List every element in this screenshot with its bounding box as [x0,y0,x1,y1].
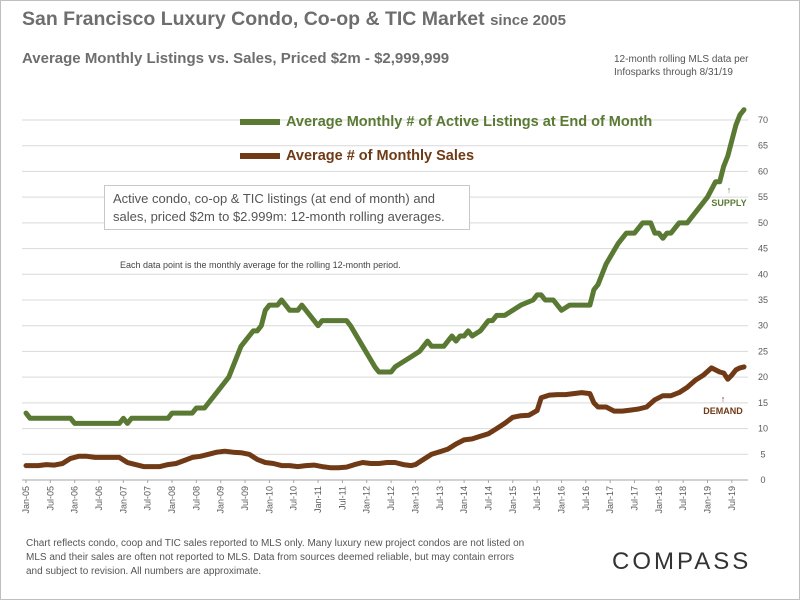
source-line-1: 12-month rolling MLS data per [614,54,749,65]
footer-line-2: MLS and their sales are often not report… [26,552,515,563]
x-tick-label: Jan-17 [605,486,615,514]
chart-title-main: San Francisco Luxury Condo, Co-op & TIC … [22,8,485,30]
y-tick-label: 50 [758,218,768,228]
chart-title: San Francisco Luxury Condo, Co-op & TIC … [22,8,566,31]
x-tick-label: Jan-15 [508,486,518,514]
x-tick-label: Jul-15 [532,486,542,511]
x-tick-label: Jul-14 [483,486,493,511]
x-tick-label: Jul-19 [727,486,737,511]
x-tick-label: Jul-07 [143,486,153,511]
legend-swatch-listings [240,119,280,125]
x-tick-label: Jul-16 [581,486,591,511]
footer-disclaimer: Chart reflects condo, coop and TIC sales… [26,537,586,579]
y-tick-label: 55 [758,192,768,202]
legend-item-sales: Average # of Monthly Sales [240,148,474,164]
info-box-line-2: sales, priced $2m to $2.999m: 12-month r… [113,209,445,224]
x-tick-label: Jan-10 [264,486,274,514]
y-axis-ticks: 0 5 10 15 20 25 30 35 40 45 50 55 60 65 70 [758,115,768,485]
y-tick-label: 40 [758,269,768,279]
y-tick-label: 0 [760,475,765,485]
annotations: ↑ SUPPLY ↑ DEMAND [703,185,746,416]
x-tick-label: Jul-06 [94,486,104,511]
x-tick-label: Jan-19 [702,486,712,514]
annotation-arrow-icon: ↑ [727,185,732,195]
x-tick-label: Jan-11 [313,486,323,513]
data-point-note: Each data point is the monthly average f… [120,260,401,270]
x-tick-label: Jan-07 [118,486,128,514]
footer-line-1: Chart reflects condo, coop and TIC sales… [26,538,525,549]
x-tick-label: Jul-17 [629,486,639,511]
x-tick-label: Jul-18 [678,486,688,511]
legend-label-sales: Average # of Monthly Sales [286,148,475,164]
y-tick-label: 25 [758,346,768,356]
x-tick-label: Jul-13 [435,486,445,511]
chart-subtitle: Average Monthly Listings vs. Sales, Pric… [22,50,450,67]
y-tick-label: 10 [758,424,768,434]
footer-line-3: and subject to revision. All numbers are… [26,566,262,577]
x-tick-label: Jul-11 [337,486,347,510]
y-tick-label: 65 [758,141,768,151]
x-tick-label: Jan-14 [459,486,469,514]
x-tick-label: Jan-09 [216,486,226,514]
series-line-active-listings [23,107,747,426]
x-tick-label: Jul-12 [386,486,396,511]
x-tick-label: Jan-12 [362,486,372,514]
x-tick-label: Jan-16 [556,486,566,514]
y-tick-label: 35 [758,295,768,305]
x-tick-label: Jan-05 [21,486,31,514]
source-note: 12-month rolling MLS data per Infosparks… [614,53,749,79]
legend-label-listings: Average Monthly # of Active Listings at … [286,114,653,130]
x-tick-label: Jul-10 [289,486,299,511]
x-tick-label: Jan-06 [70,486,80,514]
x-tick-label: Jan-13 [410,486,420,514]
x-tick-label: Jul-09 [240,486,250,511]
y-tick-label: 30 [758,321,768,331]
chart-title-suffix: since 2005 [490,12,566,29]
x-tick-label: Jul-05 [45,486,55,511]
gridlines [22,119,748,455]
legend-swatch-sales [240,153,280,159]
annotation-arrow-icon: ↑ [721,394,726,404]
legend-item-listings: Average Monthly # of Active Listings at … [240,114,652,130]
y-tick-label: 60 [758,166,768,176]
info-box-line-1: Active condo, co-op & TIC listings (at e… [113,191,436,206]
series-line-monthly-sales [23,364,747,471]
x-axis-ticks: Jan-05 Jul-05 Jan-06 Jul-06 Jan-07 Jul-07 Jan-… [21,480,737,514]
info-box: Active condo, co-op & TIC listings (at e… [104,185,470,230]
y-tick-label: 15 [758,398,768,408]
x-tick-label: Jan-08 [167,486,177,514]
source-line-2: Infosparks through 8/31/19 [614,67,733,78]
x-tick-label: Jan-18 [654,486,664,514]
y-tick-label: 20 [758,372,768,382]
compass-logo: COMPASS [612,548,752,575]
y-tick-label: 5 [760,449,765,459]
y-tick-label: 70 [758,115,768,125]
annotation-label: DEMAND [703,406,743,416]
y-tick-label: 45 [758,244,768,254]
annotation-label: SUPPLY [711,198,746,208]
x-tick-label: Jul-08 [191,486,201,511]
